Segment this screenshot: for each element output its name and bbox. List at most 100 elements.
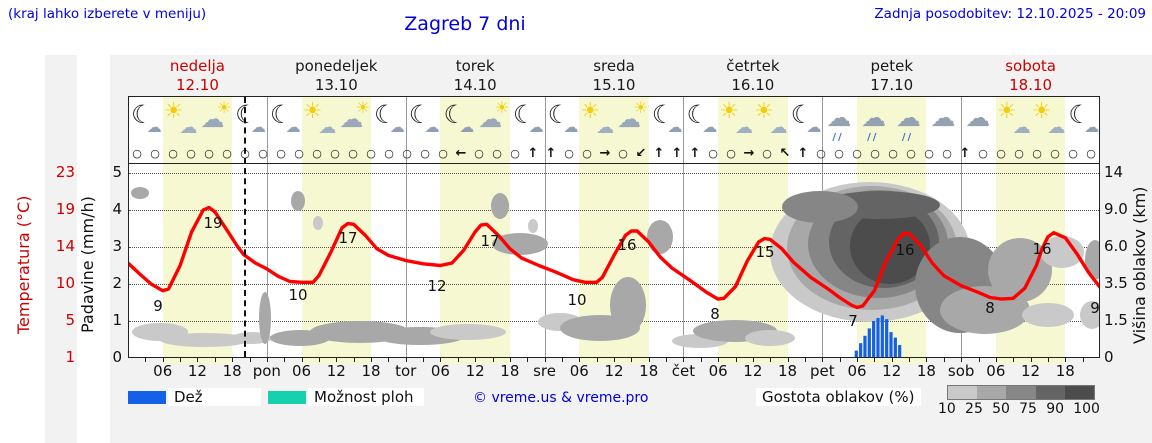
cloud-icon: ☁ [478,105,503,133]
weather-icon-sun-cloud: ☀ ☁ [718,98,753,144]
hour-tick [1082,357,1084,362]
weather-icon-cloud-sun: ☀ ☁ [197,98,232,144]
right-ticks-value: 14 [1104,163,1124,181]
day-date: 13.10 [314,76,358,95]
density-gradient-segment [977,386,1007,399]
hour-tick [770,357,772,362]
wind-calm-icon: ○ [708,147,718,160]
hour-tick [318,357,320,362]
menu-hint: (kraj lahko izberete v meniju) [8,6,207,22]
hour-tick [735,357,737,362]
hour-tick [648,357,650,362]
sun-icon: ☀ [163,99,184,124]
hour-tick [353,357,355,362]
temperature-value-label: 10 [288,286,308,304]
cloud-icon: ☁ [806,118,822,136]
wind-barb-icon: ↖ [779,146,791,161]
rain-bar [893,337,897,358]
density-tick-label: 50 [992,401,1010,417]
weather-icon-row: ☾ ☁ ☀ ☁ ☀ ☁ ☾ ☁ ☾ ☁ ☀ ☁ ☀ ☁ ☾ ☁ ☾ ☁ ☾ ☁ ☀ ☁ ☾ ☁ ☾ ☁ ☀ ☁ ☀ ☁ ☾ ☁ ☾ ☁ ☀ ☁ ☀ ☁ ☾ ☁… [128,98,1100,144]
hour-tick [266,357,268,362]
hour-tick [752,357,754,362]
day-header: ponedeljek 13.10 [267,57,406,95]
temperature-value-label: 17 [480,232,500,250]
cloud-density-legend-label: Gostota oblakov (%) [756,388,921,406]
moon-icon: ☾ [408,100,432,129]
cloud-icon: ☁ [424,118,440,136]
day-boundary-line [405,96,407,358]
sun-icon: ☀ [1031,99,1052,124]
temperature-value-label: 8 [985,299,995,317]
sun-icon: ☀ [719,99,739,124]
wind-calm-icon: ○ [564,147,574,160]
cloud-icon: ☁ [318,117,337,138]
wind-calm-icon: ○ [258,147,268,160]
temp-ticks-value: 14 [55,237,75,255]
day-date: 14.10 [453,76,497,95]
rain-drops-icon: // [832,132,844,143]
x-axis-label: 06 [153,362,173,380]
cloud-blob [291,191,305,211]
hour-tick [874,357,876,362]
moon-icon: ☾ [235,100,258,129]
rain-bar [872,321,876,358]
cloud-blob [491,193,509,219]
wind-calm-icon: ○ [348,147,358,160]
hour-tick [388,357,390,362]
sun-icon: ☀ [302,99,323,124]
cloud-blob [610,277,646,333]
density-gradient-segment [1064,386,1095,399]
wind-calm-icon: ○ [996,147,1006,160]
wind-calm-icon: ○ [870,147,880,160]
precip-axis-title: Padavine (mm/h) [78,196,97,334]
temperature-value-label: 16 [1032,240,1052,258]
sun-icon: ☀ [633,98,648,117]
weather-icon-moon-cloud: ☾ ☁ [128,98,163,144]
wind-calm-icon: ○ [492,147,502,160]
weather-icon-rain-cloud: ☁// [857,98,892,144]
wind-calm-icon: ○ [726,147,736,160]
cloud-icon: ☁ [965,103,991,132]
hour-tick [995,357,997,362]
hour-tick [249,357,251,362]
day-date: 15.10 [592,76,636,95]
hour-tick [527,357,529,362]
moon-icon: ☾ [686,100,709,129]
cloud-icon: ☁ [389,118,405,136]
weather-icon-rain-cloud: ☁// [822,98,857,144]
weather-icon-sun-cloud: ☀ ☁ [753,98,788,144]
cloud-icon: ☁ [563,118,579,136]
hour-tick [561,357,563,362]
hour-tick [1047,357,1049,362]
showers-legend-label: Možnost ploh [308,388,424,406]
right-ticks-value: 6.0 [1104,237,1128,255]
wind-calm-icon: ○ [618,147,628,160]
wind-calm-icon: ○ [438,147,448,160]
copyright-link[interactable]: © vreme.us & vreme.pro [473,390,649,406]
density-tick-label: 75 [1019,401,1037,417]
day-name: sobota [1005,57,1056,75]
grid-line [129,247,1099,248]
density-tick-label: 10 [938,401,956,417]
day-date: 17.10 [870,76,914,95]
wind-barb-icon: ↑ [545,146,557,161]
cloud-density-tick-labels: 10 25 50 75 90 100 [938,401,1100,417]
weather-icon-cloud-sun: ☀ ☁ [614,98,649,144]
x-axis-label: čet [671,362,696,380]
day-header: nedelja 12.10 [128,57,267,95]
wind-barb-icon: ← [455,146,467,161]
moon-icon: ☾ [443,100,466,129]
temperature-value-label: 15 [755,243,775,261]
grid-line [129,284,1099,285]
cloud-icon: ☁ [702,118,718,136]
x-axis-label: 06 [986,362,1006,380]
moon-icon: ☾ [790,100,814,129]
x-axis-label: sre [533,362,557,380]
hour-tick [180,357,182,362]
left-gray-strip [45,55,77,443]
cloud-blob [313,216,323,230]
cloud-blob [1040,236,1084,268]
cloud-icon: ☁ [667,118,683,136]
x-axis-label: 18 [222,362,242,380]
day-name: petek [870,57,913,75]
